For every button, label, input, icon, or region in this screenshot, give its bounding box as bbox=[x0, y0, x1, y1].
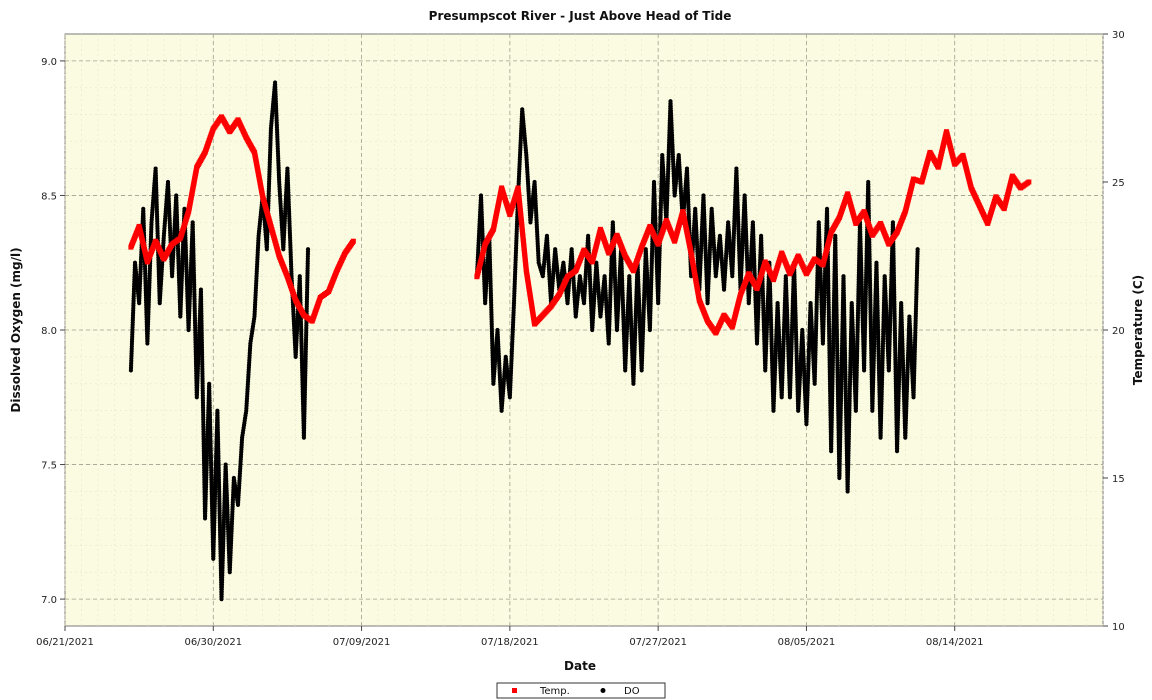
y-left-tick-label: 7.0 bbox=[41, 595, 57, 606]
y-axis-left-ticks: 7.0 7.5 8.0 8.5 9.0 bbox=[41, 57, 65, 606]
do-point bbox=[305, 247, 311, 252]
x-tick-label: 07/27/2021 bbox=[629, 637, 687, 648]
x-tick-label: 06/30/2021 bbox=[184, 637, 242, 648]
x-tick-label: 08/14/2021 bbox=[926, 637, 984, 648]
y-right-tick-label: 15 bbox=[1112, 474, 1125, 485]
x-tick-label: 07/18/2021 bbox=[481, 637, 539, 648]
y-axis-right-ticks: 10 15 20 25 30 bbox=[1103, 30, 1125, 633]
y-left-tick-label: 8.5 bbox=[41, 191, 57, 202]
grid bbox=[64, 34, 1104, 626]
y-left-tick-label: 8.0 bbox=[41, 326, 57, 337]
x-tick-label: 06/21/2021 bbox=[36, 637, 94, 648]
chart-title: Presumpscot River - Just Above Head of T… bbox=[429, 9, 732, 23]
x-axis-ticks: 06/21/2021 06/30/2021 07/09/2021 07/18/2021… bbox=[36, 626, 984, 648]
y-left-tick-label: 7.5 bbox=[41, 461, 57, 472]
series-do bbox=[128, 80, 920, 602]
y-right-tick-label: 25 bbox=[1112, 178, 1125, 189]
y-right-tick-label: 30 bbox=[1112, 30, 1125, 41]
x-tick-label: 08/05/2021 bbox=[778, 637, 836, 648]
x-tick-label: 07/09/2021 bbox=[333, 637, 391, 648]
y-right-tick-label: 20 bbox=[1112, 326, 1125, 337]
y-right-tick-label: 10 bbox=[1112, 622, 1125, 633]
y-left-tick-label: 9.0 bbox=[41, 57, 57, 68]
